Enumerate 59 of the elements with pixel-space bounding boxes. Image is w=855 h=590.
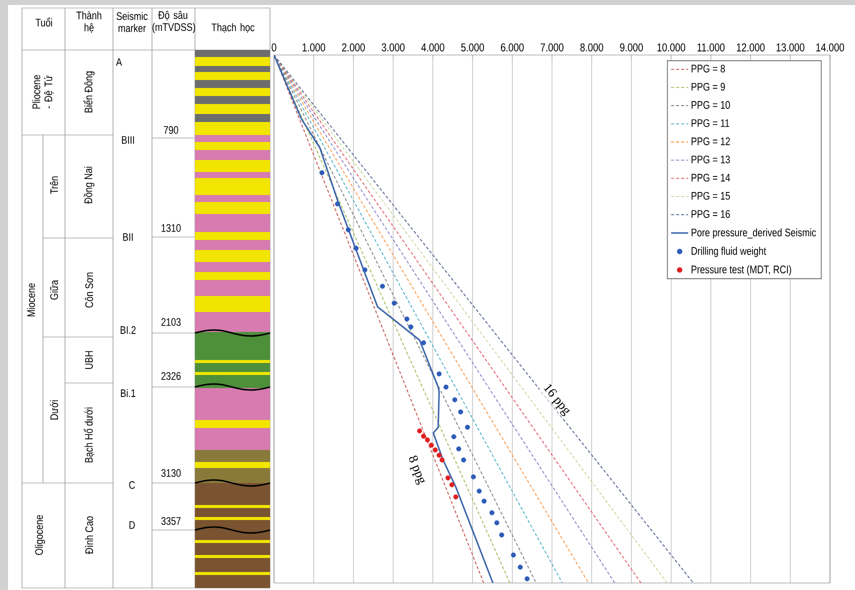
x-tick-label: 12.000: [736, 43, 765, 52]
text: BII: [123, 233, 133, 241]
text: Thạch học: [212, 23, 254, 33]
x-tick-label: 9.000: [620, 43, 643, 52]
text: 2103: [161, 318, 181, 326]
text: Giữa: [50, 280, 58, 300]
x-tick-label: 11.000: [698, 43, 725, 52]
text: Bạch Hổ dưới: [84, 408, 94, 462]
text: Tuổi: [36, 18, 52, 26]
x-tick-label: 13.000: [776, 43, 804, 52]
legend-label: Pore pressure_derived Seismic: [692, 228, 816, 239]
text: 3357: [161, 517, 181, 525]
text: Dưới: [50, 400, 58, 420]
legend-label: PPG = 12: [692, 137, 730, 146]
text: Trên: [50, 176, 58, 194]
legend-label: PPG = 15: [692, 192, 730, 200]
text: 790: [164, 126, 178, 134]
text: Pliocene - Đệ Tứ: [32, 75, 54, 109]
legend-label: PPG = 11: [692, 119, 730, 128]
text: Bi.1: [120, 389, 136, 397]
text: Miocene: [26, 283, 36, 316]
text: 2326: [161, 372, 181, 380]
x-tick-label: 5.000: [461, 43, 484, 52]
x-tick-label: 8.000: [580, 43, 604, 52]
text: C: [129, 481, 135, 489]
legend-label: PPG = 16: [692, 210, 730, 218]
legend-label: PPG = 13: [692, 156, 730, 164]
text: BI.2: [120, 326, 136, 334]
x-tick-label: 1.000: [302, 43, 326, 52]
annotation: 8 ppg: [409, 456, 426, 485]
x-tick-label: 7.000: [540, 43, 564, 52]
legend-label: PPG = 9: [692, 82, 725, 91]
text: Seismic marker: [116, 12, 148, 32]
text: D: [129, 521, 135, 529]
legend-label: Pressure test (MDT, RCI): [692, 265, 792, 276]
x-tick-label: 6.000: [500, 43, 524, 52]
x-tick-label: 4.000: [421, 43, 444, 52]
x-tick-label: 3.000: [382, 43, 405, 52]
x-tick-label: 0: [272, 43, 276, 52]
legend-label: PPG = 8: [692, 64, 725, 72]
text: 3130: [161, 469, 181, 477]
legend-label: PPG = 10: [692, 101, 730, 109]
text: A: [116, 58, 122, 66]
text: BIII: [122, 136, 134, 144]
text: Độ sâu (mTVDSS): [152, 10, 196, 34]
text: Đồng Nai: [84, 166, 94, 204]
legend-label: Drilling fluid weight: [692, 246, 766, 258]
text: Đình Cao: [84, 516, 94, 554]
x-tick-label: 2.000: [342, 43, 365, 52]
text: UBH: [85, 351, 93, 369]
text: Biển Đông: [83, 72, 95, 112]
annotation: 16 ppg: [544, 384, 570, 416]
text: 1310: [162, 224, 181, 232]
text: Oligocene: [34, 515, 46, 555]
x-tick-label: 10.000: [657, 43, 686, 52]
x-tick-label: 14.000: [816, 43, 844, 52]
text: Thành hệ: [76, 11, 102, 33]
text: Côn Sơn: [84, 272, 94, 308]
legend-label: PPG = 14: [692, 174, 730, 182]
